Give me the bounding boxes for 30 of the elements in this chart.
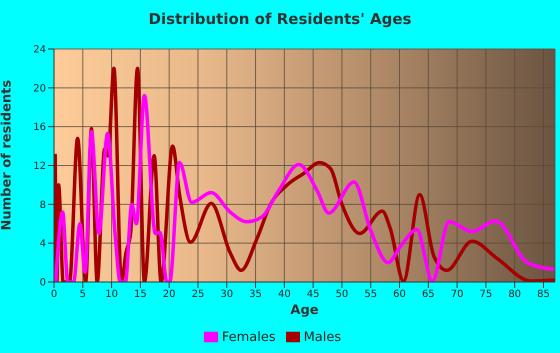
x-tick-label: 0: [50, 289, 58, 300]
x-tick-label: 15: [134, 289, 147, 300]
x-tick-label: 45: [306, 289, 320, 300]
x-tick-label: 40: [278, 289, 291, 300]
x-tick-label: 80: [508, 289, 522, 300]
legend-label: Females: [222, 330, 276, 345]
x-tick-label: 20: [162, 289, 176, 300]
x-tick-label: 30: [220, 289, 234, 300]
y-tick-label: 4: [40, 238, 46, 250]
x-tick-label: 55: [364, 289, 378, 300]
y-tick-label: 8: [40, 200, 46, 211]
x-tick-label: 60: [393, 289, 406, 300]
y-tick-label: 24: [33, 44, 46, 56]
x-tick-label: 5: [80, 289, 86, 300]
x-tick-label: 50: [336, 289, 348, 300]
x-tick-label: 75: [480, 289, 492, 300]
x-tick-label: 35: [249, 289, 262, 300]
y-tick-label: 16: [33, 122, 46, 134]
y-tick-label: 12: [33, 161, 46, 172]
x-tick-label: 65: [422, 289, 435, 300]
y-axis-title: Number of residents: [0, 80, 15, 230]
x-tick-label: 25: [192, 289, 204, 300]
y-tick-label: 20: [33, 83, 46, 94]
x-tick-label: 85: [537, 289, 550, 300]
x-tick-label: 70: [450, 289, 464, 300]
x-axis-title: Age: [290, 303, 319, 318]
legend-label: Males: [304, 330, 342, 345]
x-tick-label: 10: [105, 289, 118, 300]
chart-title: Distribution of Residents' Ages: [148, 10, 412, 28]
y-tick-label: 0: [40, 278, 46, 289]
